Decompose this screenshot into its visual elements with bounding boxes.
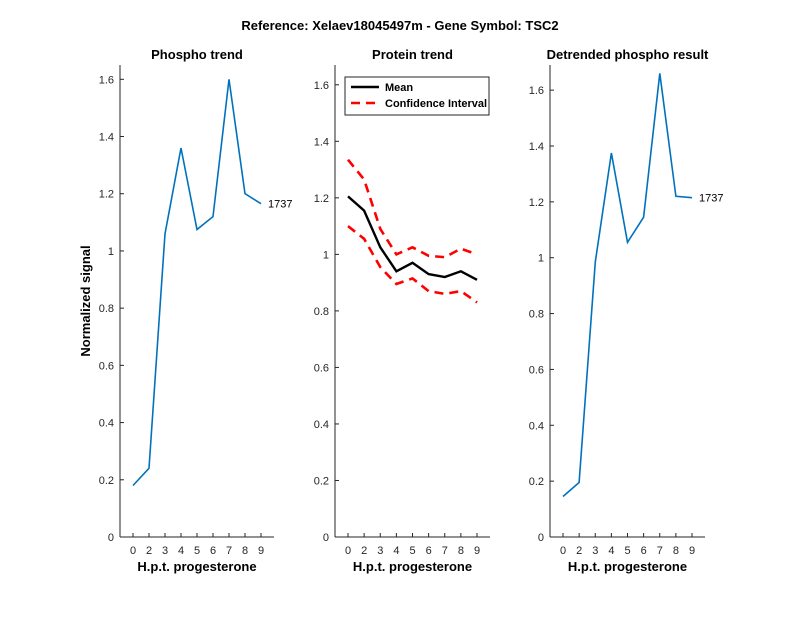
y-tick-label: 0.2 bbox=[99, 475, 114, 487]
y-tick-label: 0.4 bbox=[99, 418, 114, 430]
x-tick-label: 5 bbox=[409, 545, 415, 557]
x-tick-label: 4 bbox=[608, 545, 614, 557]
x-axis-label: H.p.t. progesterone bbox=[568, 559, 687, 574]
x-tick-label: 9 bbox=[474, 545, 480, 557]
x-tick-label: 0 bbox=[560, 545, 566, 557]
y-tick-label: 1.4 bbox=[314, 136, 329, 148]
chart-title: Phospho trend bbox=[151, 47, 243, 62]
series-line-1 bbox=[132, 79, 262, 487]
x-tick-label: 2 bbox=[361, 545, 367, 557]
chart-title: Detrended phospho result bbox=[547, 47, 709, 62]
chart-panel-1: 00.20.40.60.811.21.41.60 2 3 4 5 6 7 8 9Phospho … bbox=[78, 47, 292, 574]
x-tick-label: 3 bbox=[592, 545, 598, 557]
x-tick-label: 8 bbox=[673, 545, 679, 557]
x-tick-label: 7 bbox=[442, 545, 448, 557]
y-tick-label: 0.8 bbox=[99, 303, 114, 315]
x-tick-label: 6 bbox=[426, 545, 432, 557]
legend-label: Confidence Interval bbox=[385, 98, 487, 110]
series-line-1 bbox=[562, 73, 693, 498]
y-tick-label: 0.8 bbox=[314, 306, 329, 318]
y-tick-label: 1 bbox=[538, 253, 544, 265]
figure-suptitle: Reference: Xelaev18045497m - Gene Symbol… bbox=[241, 18, 558, 33]
series-end-label: 1737 bbox=[268, 199, 292, 211]
x-tick-label: 2 bbox=[146, 545, 152, 557]
x-tick-label: 9 bbox=[689, 545, 695, 557]
y-tick-label: 1.6 bbox=[529, 85, 544, 97]
y-tick-label: 0.6 bbox=[529, 364, 544, 376]
x-tick-label: 5 bbox=[194, 545, 200, 557]
chart-panel-2: 00.20.40.60.811.21.41.60 2 3 4 5 6 7 8 9Protein … bbox=[314, 47, 490, 574]
y-tick-label: 1.6 bbox=[314, 80, 329, 92]
x-tick-label: 6 bbox=[210, 545, 216, 557]
chart-title: Protein trend bbox=[372, 47, 453, 62]
legend: Mean Confidence Interval bbox=[344, 76, 490, 116]
legend-box bbox=[344, 76, 490, 116]
y-tick-label: 1.2 bbox=[99, 189, 114, 201]
x-axis-label: H.p.t. progesterone bbox=[137, 559, 256, 574]
x-tick-label: 0 bbox=[345, 545, 351, 557]
chart-panel-3: 00.20.40.60.811.21.41.60 2 3 4 5 6 7 8 9Detrende… bbox=[529, 47, 724, 574]
y-tick-label: 1.6 bbox=[99, 74, 114, 86]
y-tick-label: 1 bbox=[323, 249, 329, 261]
y-axis-label: Normalized signal bbox=[78, 245, 93, 356]
y-tick-label: 0.4 bbox=[314, 419, 329, 431]
x-tick-label: 8 bbox=[458, 545, 464, 557]
y-tick-label: 0.2 bbox=[529, 476, 544, 488]
legend-label: Mean bbox=[385, 82, 413, 94]
y-tick-label: 0 bbox=[538, 532, 544, 544]
series-end-label: 1737 bbox=[699, 193, 723, 205]
y-tick-label: 1.2 bbox=[314, 193, 329, 205]
y-tick-label: 1.4 bbox=[529, 141, 544, 153]
x-tick-label: 3 bbox=[377, 545, 383, 557]
x-tick-label: 0 bbox=[130, 545, 136, 557]
series-line-1 bbox=[347, 195, 478, 281]
x-tick-label: 7 bbox=[657, 545, 663, 557]
x-tick-label: 8 bbox=[242, 545, 248, 557]
x-tick-label: 2 bbox=[576, 545, 582, 557]
y-tick-label: 0 bbox=[323, 532, 329, 544]
x-tick-label: 9 bbox=[258, 545, 264, 557]
y-tick-label: 1 bbox=[108, 246, 114, 258]
x-tick-label: 4 bbox=[178, 545, 184, 557]
y-tick-label: 0.6 bbox=[99, 360, 114, 372]
y-tick-label: 0.2 bbox=[314, 475, 329, 487]
y-tick-label: 0.6 bbox=[314, 362, 329, 374]
x-tick-label: 6 bbox=[641, 545, 647, 557]
x-tick-label: 3 bbox=[162, 545, 168, 557]
x-axis-label: H.p.t. progesterone bbox=[353, 559, 472, 574]
x-tick-label: 5 bbox=[624, 545, 630, 557]
y-tick-label: 0.8 bbox=[529, 309, 544, 321]
x-tick-label: 4 bbox=[393, 545, 399, 557]
y-tick-label: 0 bbox=[108, 532, 114, 544]
series-line-2 bbox=[346, 158, 478, 259]
x-tick-label: 7 bbox=[226, 545, 232, 557]
y-tick-label: 0.4 bbox=[529, 420, 544, 432]
y-tick-label: 1.2 bbox=[529, 197, 544, 209]
y-tick-label: 1.4 bbox=[99, 132, 114, 144]
series-line-3 bbox=[347, 225, 478, 304]
